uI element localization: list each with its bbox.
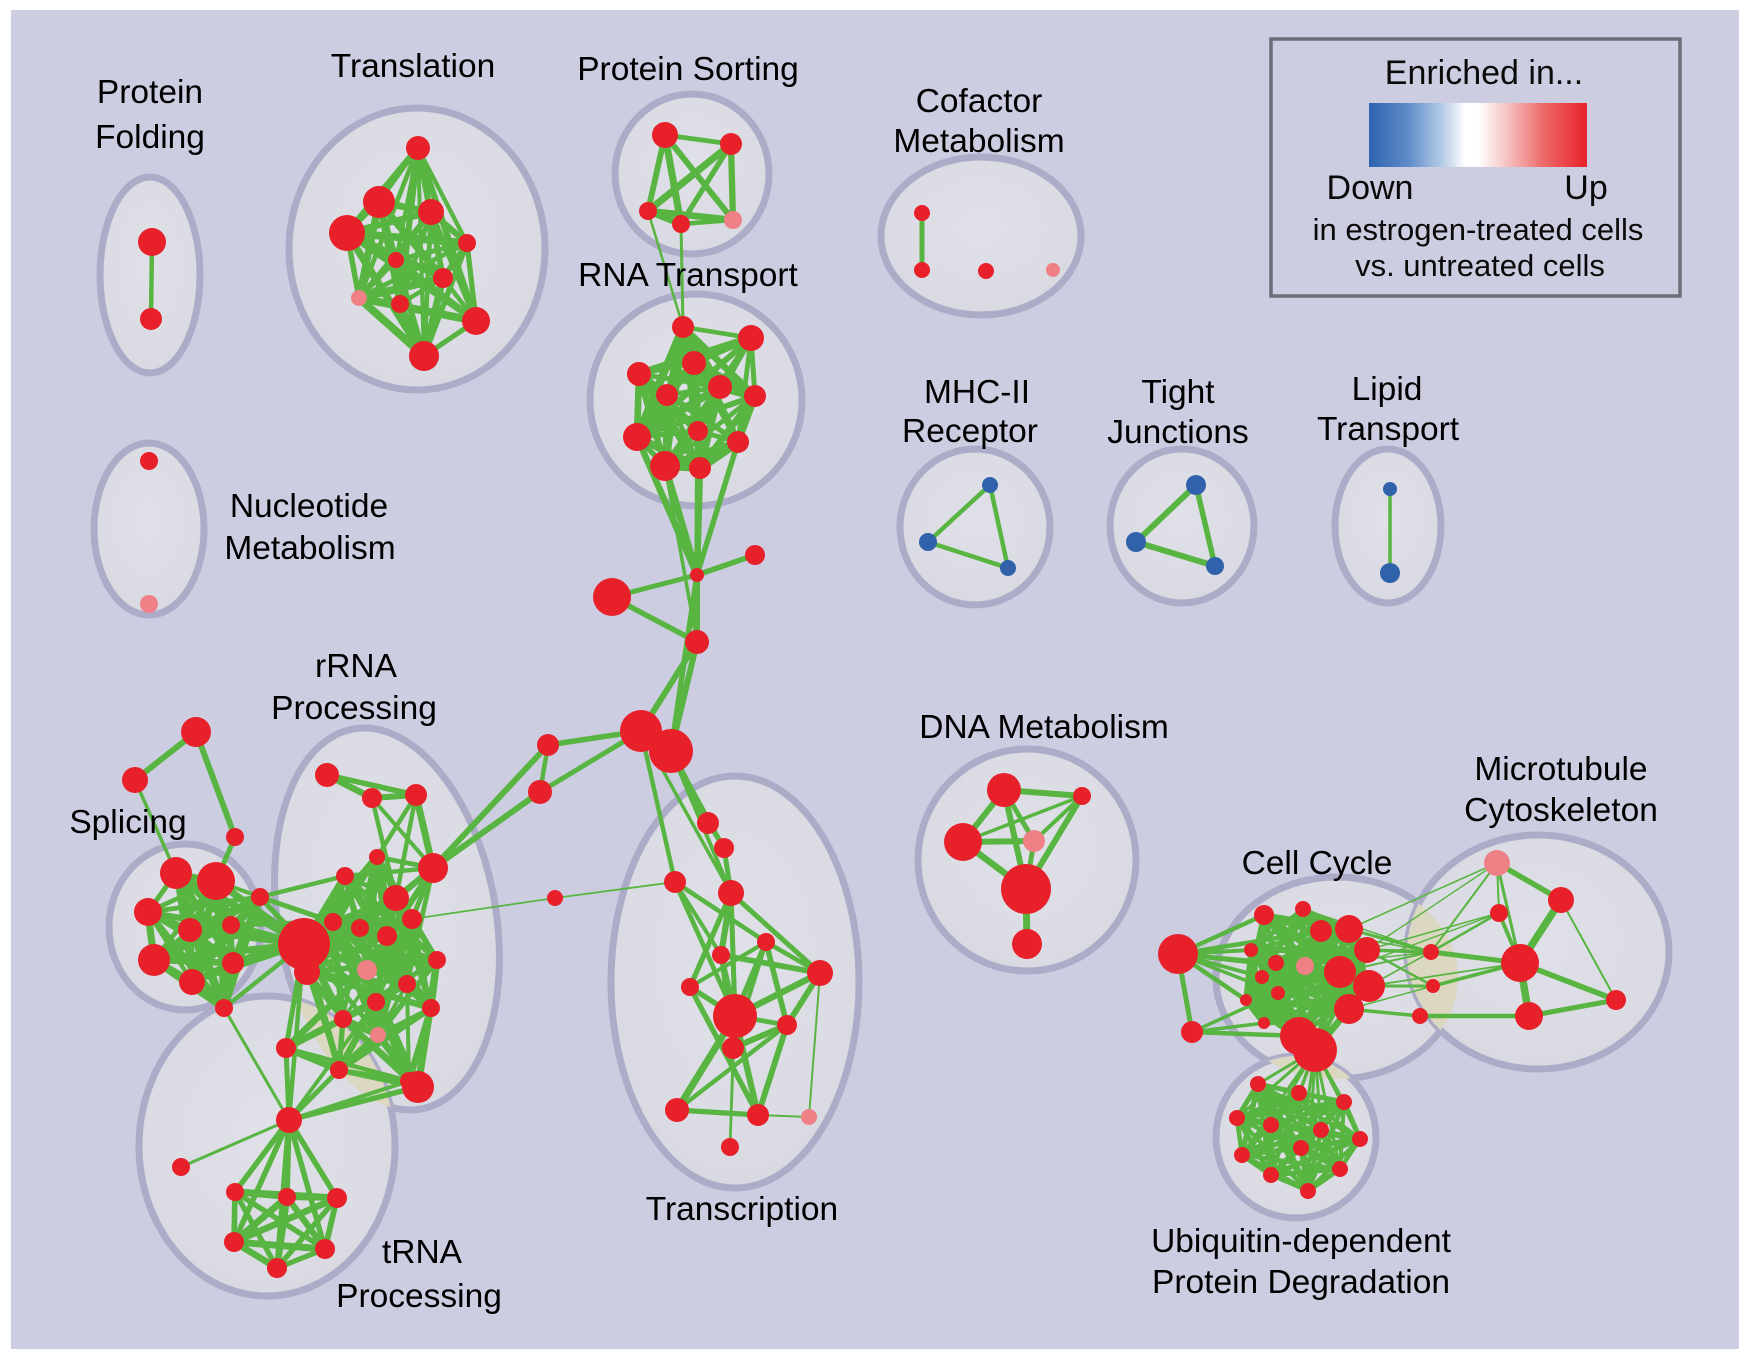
svg-text:Folding: Folding [95,119,205,156]
svg-text:Junctions: Junctions [1107,414,1249,451]
svg-text:Protein Sorting: Protein Sorting [577,51,799,88]
svg-text:Ubiquitin-dependent: Ubiquitin-dependent [1151,1223,1452,1260]
svg-text:Up: Up [1564,169,1607,207]
svg-text:Transport: Transport [1317,411,1460,448]
svg-text:Receptor: Receptor [902,413,1038,450]
svg-text:RNA Transport: RNA Transport [578,257,798,294]
svg-text:DNA Metabolism: DNA Metabolism [919,709,1168,746]
svg-text:MHC-II: MHC-II [924,374,1030,411]
svg-text:Microtubule: Microtubule [1474,751,1647,788]
svg-text:Protein Degradation: Protein Degradation [1152,1264,1450,1301]
svg-text:Nucleotide: Nucleotide [230,488,388,525]
svg-text:Tight: Tight [1141,374,1215,411]
svg-text:in estrogen-treated cells: in estrogen-treated cells [1313,212,1644,247]
svg-text:Splicing: Splicing [69,804,186,841]
svg-text:Processing: Processing [336,1278,502,1315]
svg-text:Lipid: Lipid [1352,371,1423,408]
svg-text:Metabolism: Metabolism [224,530,395,567]
svg-text:tRNA: tRNA [382,1234,463,1271]
svg-text:vs. untreated cells: vs. untreated cells [1355,248,1605,283]
svg-text:Down: Down [1327,169,1414,207]
svg-text:rRNA: rRNA [315,648,398,685]
svg-text:Cell Cycle: Cell Cycle [1242,845,1393,882]
svg-text:Translation: Translation [331,48,495,85]
svg-text:Metabolism: Metabolism [893,123,1064,160]
svg-text:Protein: Protein [97,74,203,111]
svg-text:Cofactor: Cofactor [916,83,1043,120]
svg-text:Enriched in...: Enriched in... [1385,54,1583,92]
svg-text:Cytoskeleton: Cytoskeleton [1464,792,1658,829]
svg-text:Processing: Processing [271,690,437,727]
svg-text:Transcription: Transcription [646,1191,838,1228]
